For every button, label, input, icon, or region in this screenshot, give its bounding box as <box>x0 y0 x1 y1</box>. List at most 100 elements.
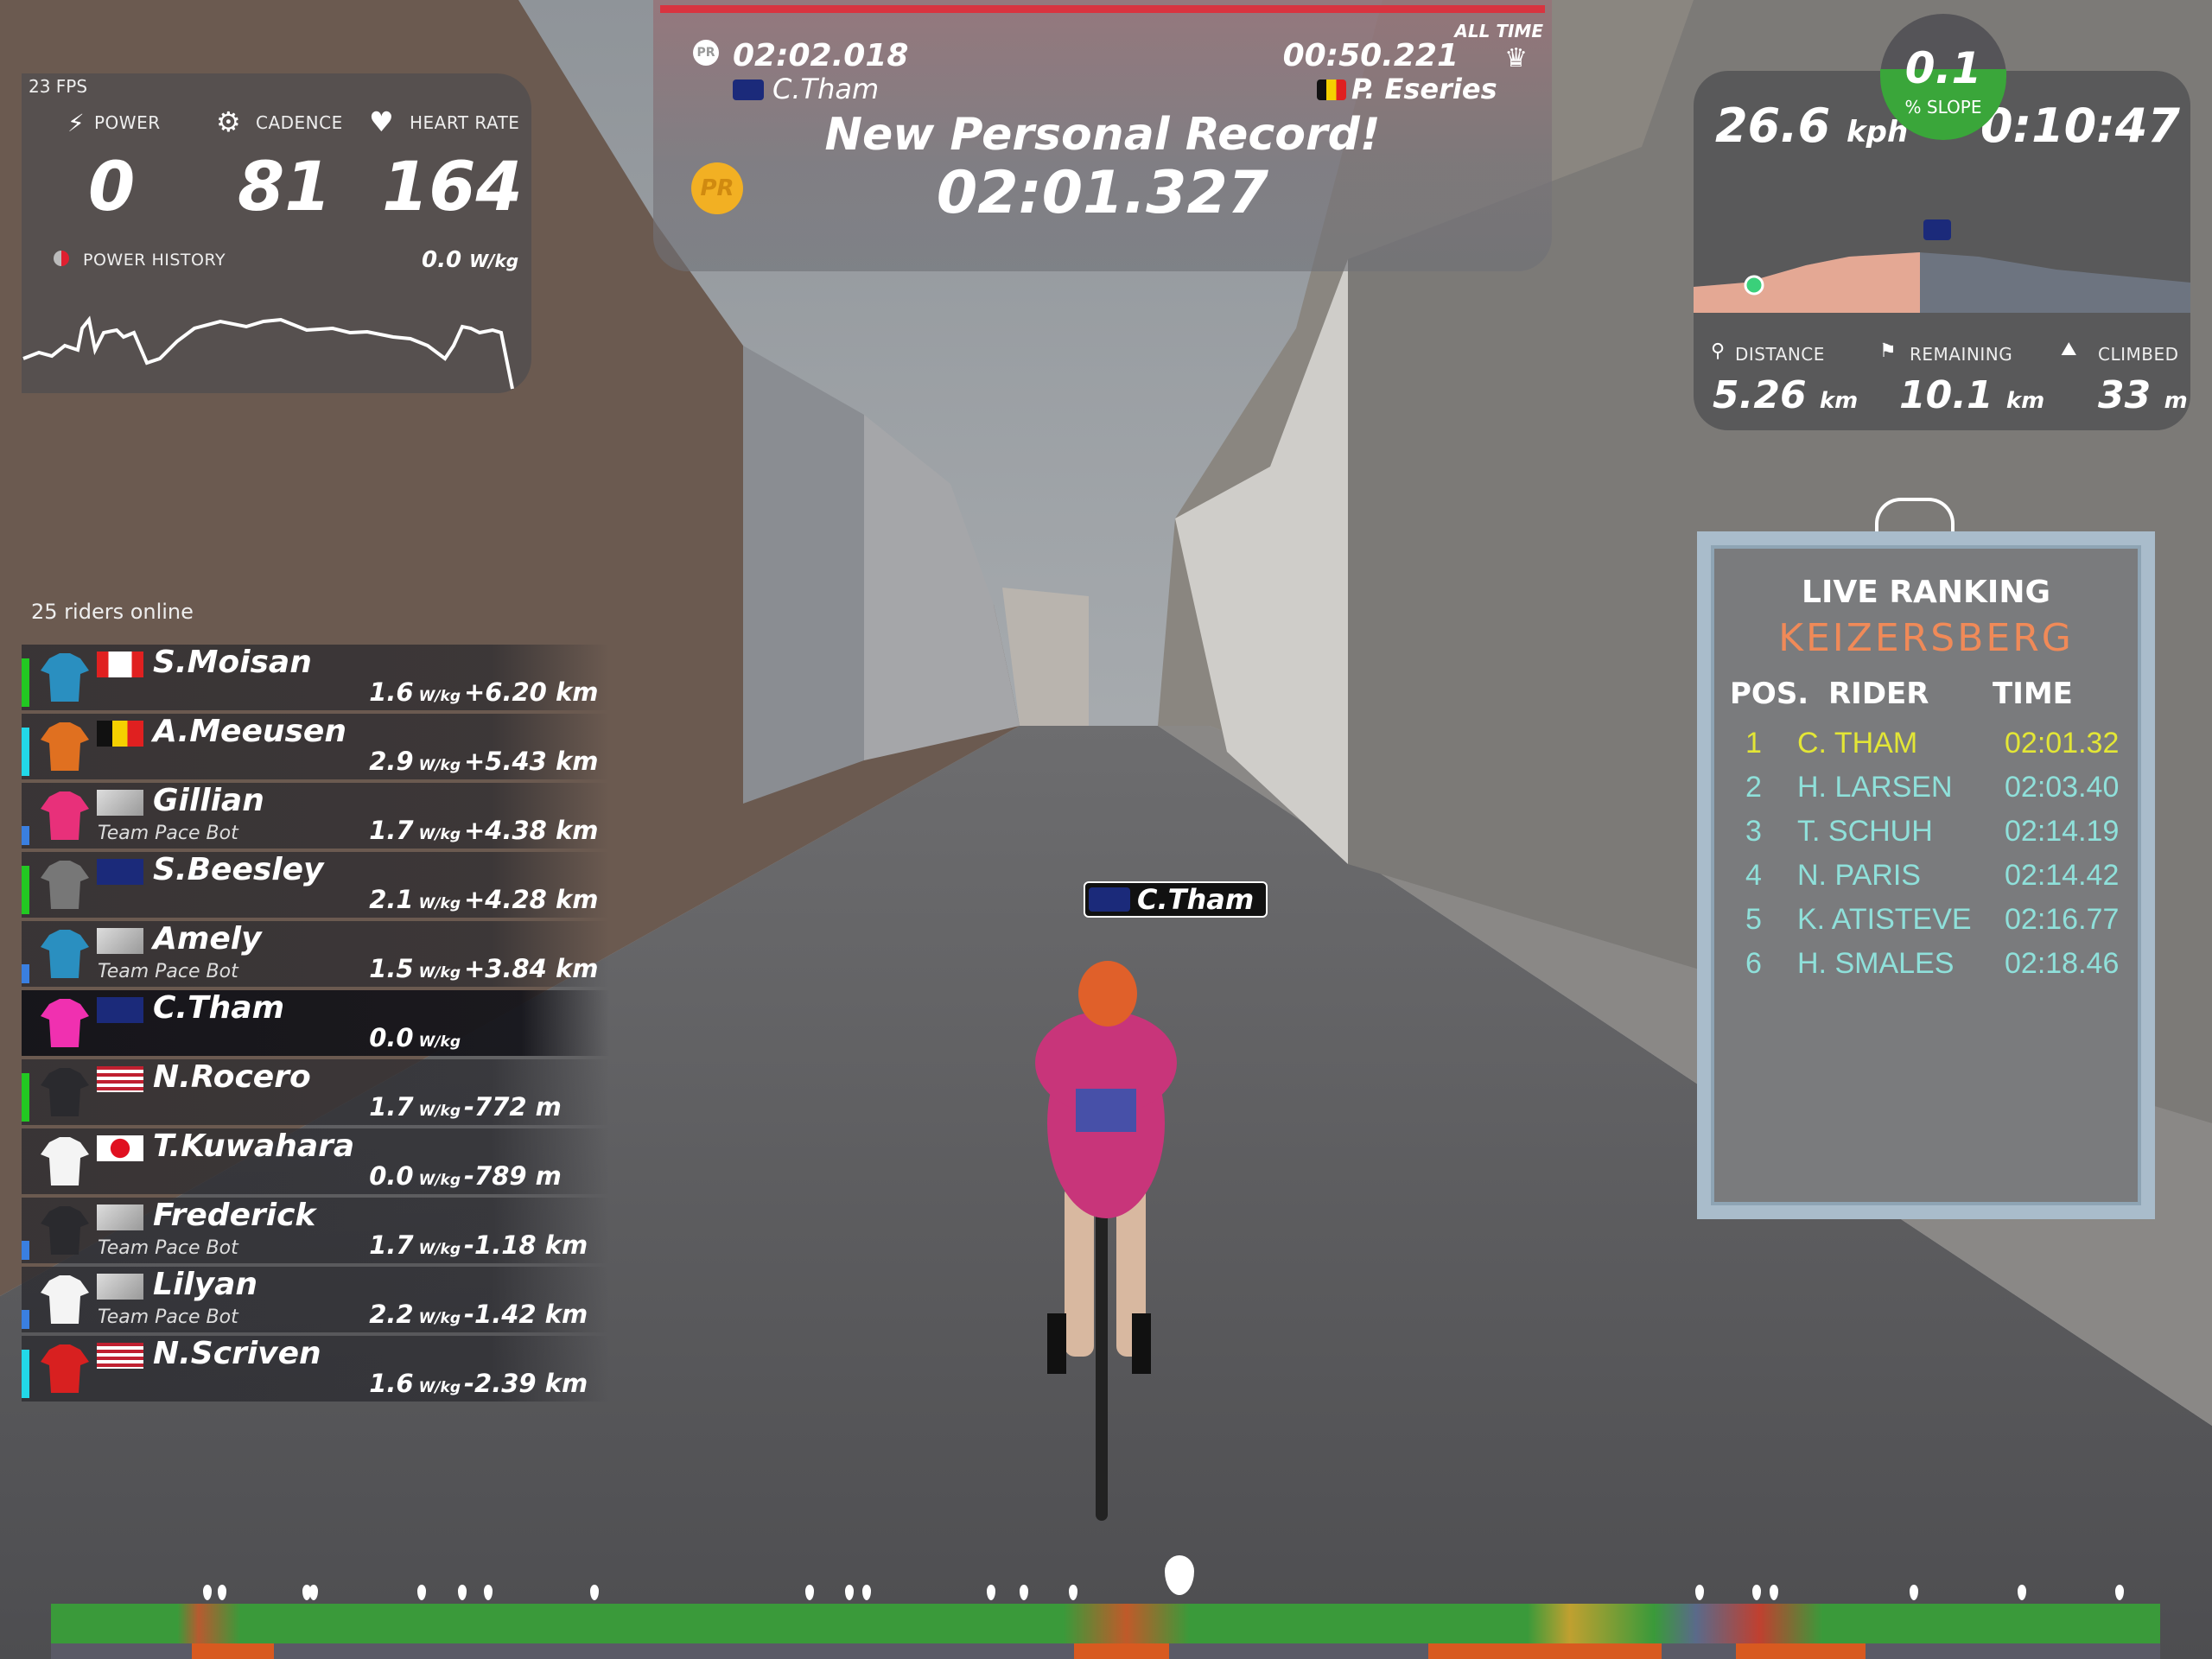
rider-wkg-value: 1.6 <box>369 1369 414 1398</box>
rider-row[interactable]: N.Rocero 1.7 W/kg -772 m <box>22 1059 609 1125</box>
pr-message: New Personal Record! <box>824 109 1381 161</box>
pr-time: 02:02.018 <box>733 38 909 73</box>
rider-pin-icon <box>987 1585 995 1600</box>
fps-counter: 23 FPS <box>29 76 88 97</box>
rider-wkg-unit: W/kg <box>418 1033 461 1051</box>
cadence-value: 81 <box>238 149 332 226</box>
flag-ca-icon <box>97 652 143 677</box>
rider-wkg: 0.0 W/kg <box>369 1161 461 1191</box>
jersey-icon <box>39 1343 91 1395</box>
climbed-unit: m <box>2164 388 2188 414</box>
gear-icon: ⚙ <box>216 105 241 138</box>
rider-row[interactable]: C.Tham 0.0 W/kg <box>22 990 609 1056</box>
ranking-time: 02:14.19 <box>2005 815 2120 848</box>
all-time-rider: P. Eseries <box>1351 73 1497 105</box>
rider-row[interactable]: S.Beesley 2.1 W/kg +4.28 km <box>22 852 609 918</box>
rider-row[interactable]: Amely Team Pace Bot 1.5 W/kg +3.84 km <box>22 921 609 987</box>
ranking-rider: H. LARSEN <box>1797 771 1953 804</box>
rider-wkg-value: 1.7 <box>369 1092 414 1122</box>
ranking-rider: H. SMALES <box>1797 947 1955 980</box>
rider-name: S.Beesley <box>153 852 324 887</box>
rider-wkg-value: 0.0 <box>369 1161 414 1191</box>
power-zone-bar <box>22 1350 29 1398</box>
distance-value: 5.26 <box>1713 373 1807 417</box>
ranking-time: 02:14.42 <box>2005 859 2120 892</box>
remaining-unit: km <box>2005 388 2045 414</box>
rider-pin-icon <box>417 1585 426 1600</box>
rider-wkg: 1.7 W/kg <box>369 1230 461 1260</box>
segment-marker <box>1074 1643 1169 1659</box>
segment-marker <box>192 1643 274 1659</box>
flag-us-icon <box>97 1343 143 1369</box>
ranking-pos: 6 <box>1745 947 1762 980</box>
rider-row[interactable]: N.Scriven 1.6 W/kg -2.39 km <box>22 1336 609 1402</box>
jersey-icon <box>39 928 91 980</box>
current-position-marker-icon <box>1165 1555 1194 1595</box>
slope-label: % SLOPE <box>1904 97 1982 118</box>
flag-bot-icon <box>97 1274 143 1300</box>
flag-us-icon <box>97 1066 143 1092</box>
rider-pin-icon <box>309 1585 318 1600</box>
power-zone-bar <box>22 658 29 707</box>
rider-wkg-value: 2.9 <box>369 747 414 776</box>
wkg-unit: W/kg <box>469 251 519 271</box>
rider-pin-icon <box>484 1585 493 1600</box>
rider-wkg: 0.0 W/kg <box>369 1023 461 1052</box>
rider-wkg: 2.2 W/kg <box>369 1300 461 1329</box>
rider-pin-icon <box>1770 1585 1778 1600</box>
rider-gap: +4.28 km <box>464 885 599 914</box>
riders-online-count: 25 riders online <box>31 600 194 624</box>
rider-wkg-value: 1.7 <box>369 816 414 845</box>
rider-subtitle: Team Pace Bot <box>98 823 238 844</box>
rider-wkg-unit: W/kg <box>418 1172 461 1189</box>
header-pos: POS. <box>1730 677 1809 711</box>
header-rider: RIDER <box>1828 677 1929 711</box>
rider-wkg-unit: W/kg <box>418 1241 461 1258</box>
stats-panel <box>22 73 531 393</box>
distance-pin-icon: ⚲ <box>1711 340 1726 362</box>
remaining-value: 10.1 <box>1899 373 1993 417</box>
flag-gb-icon <box>97 859 143 885</box>
rider-row[interactable]: S.Moisan 1.6 W/kg +6.20 km <box>22 645 609 710</box>
rider-subtitle: Team Pace Bot <box>98 961 238 982</box>
ranking-rider: K. ATISTEVE <box>1797 903 1972 936</box>
ranking-time: 02:03.40 <box>2005 771 2120 804</box>
rider-wkg-value: 1.6 <box>369 677 414 707</box>
jersey-icon <box>39 652 91 703</box>
jersey-icon <box>39 721 91 772</box>
rider-row[interactable]: A.Meeusen 2.9 W/kg +5.43 km <box>22 714 609 779</box>
speed-readout: 26.6 kph <box>1715 99 1908 153</box>
flag-bot-icon <box>97 790 143 816</box>
cadence-label: CADENCE <box>256 112 343 133</box>
rider-pin-icon <box>2115 1585 2124 1600</box>
rider-wkg-unit: W/kg <box>418 1103 461 1120</box>
rider-row[interactable]: Lilyan Team Pace Bot 2.2 W/kg -1.42 km <box>22 1267 609 1332</box>
ranking-title: LIVE RANKING <box>1802 575 2050 610</box>
rider-gap: -1.42 km <box>464 1300 588 1329</box>
rider-row[interactable]: Gillian Team Pace Bot 1.7 W/kg +4.38 km <box>22 783 609 849</box>
rider-gap: -789 m <box>464 1161 562 1191</box>
rider-pin-icon <box>203 1585 212 1600</box>
rider-wkg-unit: W/kg <box>418 826 461 843</box>
climbed-readout: 33 m <box>2098 373 2188 417</box>
climbed-label: CLIMBED <box>2098 344 2179 365</box>
flag-au-icon <box>1089 887 1130 912</box>
rider-name: Amely <box>153 921 262 957</box>
rider-pin-icon <box>862 1585 871 1600</box>
rider-row[interactable]: T.Kuwahara 0.0 W/kg -789 m <box>22 1128 609 1194</box>
rider-name: C.Tham <box>153 990 285 1026</box>
jersey-icon <box>39 859 91 911</box>
jersey-icon <box>39 1274 91 1325</box>
ranking-time: 02:01.32 <box>2005 727 2120 760</box>
rider-name: Lilyan <box>153 1267 258 1302</box>
cyclist <box>1035 961 1177 1521</box>
board-hanger <box>1875 498 1955 536</box>
mountain-icon: ⛰ <box>2061 339 2077 360</box>
rider-wkg-unit: W/kg <box>418 1379 461 1396</box>
rider-pin-icon <box>1020 1585 1028 1600</box>
jersey-icon <box>39 790 91 842</box>
power-value: 0 <box>88 149 136 226</box>
rider-row[interactable]: Frederick Team Pace Bot 1.7 W/kg -1.18 km <box>22 1198 609 1263</box>
elevation-profile <box>1694 219 2190 313</box>
rider-pin-icon <box>218 1585 226 1600</box>
